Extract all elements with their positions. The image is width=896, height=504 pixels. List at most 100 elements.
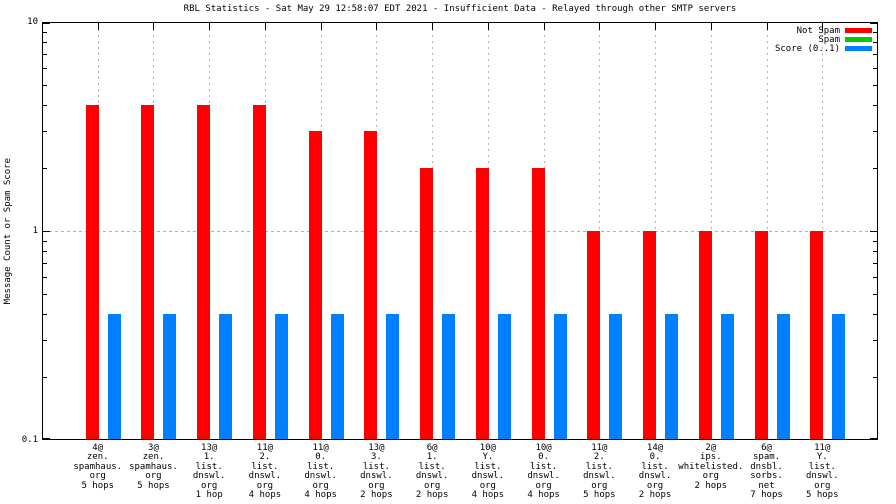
x-tick-label-line: 0. — [649, 452, 661, 463]
bar-score-0-1- — [832, 314, 846, 439]
y-minor-tick-right — [873, 54, 877, 56]
bar-score-0-1- — [442, 314, 456, 439]
x-tick-label: 10@ 0. list. dnswl. org 4 hops — [502, 443, 586, 501]
y-minor-tick-right — [873, 131, 877, 133]
x-tick-label-line: org — [145, 471, 162, 482]
legend-swatch — [845, 37, 872, 42]
x-tick-label-line: list. — [641, 461, 669, 472]
x-tick-label-line: org — [702, 471, 719, 482]
x-tick-label-line: 5 hops — [806, 490, 839, 501]
x-tick-label-line: 1. — [426, 452, 438, 463]
x-tick-label-line: dnswl. — [304, 471, 337, 482]
x-tick-top — [153, 23, 155, 30]
x-tick-label-line: org — [423, 480, 441, 491]
bar-not-spam — [197, 105, 211, 439]
x-tick-label: 11@ Y. list. dnswl. org 5 hops — [780, 443, 864, 501]
x-tick-label-line: 3@ — [148, 443, 159, 453]
y-minor-tick-right — [873, 240, 877, 242]
y-minor-tick-left — [43, 131, 47, 133]
x-tick-label-line: 2 hops — [415, 490, 449, 501]
bar-not-spam — [141, 105, 155, 439]
bar-score-0-1- — [553, 314, 567, 439]
x-tick-label: 13@ 3. list. dnswl. org 2 hops — [334, 443, 418, 501]
bar-not-spam — [308, 131, 322, 439]
y-minor-tick-right — [873, 251, 877, 253]
x-tick-label-line: list. — [530, 461, 558, 472]
x-tick-label-line: 1 hop — [195, 490, 223, 501]
bar-not-spam — [531, 168, 545, 439]
x-tick-label: 13@ 1. list. dnswl. org 1 hop — [167, 443, 251, 501]
x-tick-label-line: 0. — [538, 452, 550, 463]
x-tick-label: 14@ 0. list. dnswl. org 2 hops — [613, 443, 697, 500]
x-tick-top — [264, 23, 266, 30]
bar-score-0-1- — [609, 314, 623, 439]
legend-label: Spam — [818, 35, 840, 45]
x-tick-label-line: org — [89, 471, 106, 482]
y-minor-tick-left — [43, 84, 47, 86]
bar-score-0-1- — [330, 314, 344, 439]
x-tick-label-line: 4 hops — [304, 490, 337, 501]
x-tick-label-line: 2 hops — [360, 490, 393, 501]
y-tick-label: 10 — [27, 17, 38, 27]
bar-score-0-1- — [219, 314, 233, 439]
x-tick-label-line: org — [646, 480, 664, 491]
x-tick-label: 4@ zen. spamhaus. org 5 hops — [56, 443, 140, 491]
x-tick-label-line: dnswl. — [360, 471, 393, 482]
x-tick-label-line: list. — [585, 461, 613, 472]
x-tick-label-line: 2 hops — [694, 480, 728, 491]
x-tick-label-line: spamhaus. — [129, 461, 178, 472]
y-tick-label: 0.1 — [21, 435, 38, 445]
legend-label: Not Spam — [796, 26, 840, 36]
x-tick-label-line: 11@ — [591, 443, 608, 453]
y-major-tick-right — [870, 438, 877, 439]
x-tick-label-line: dnswl. — [583, 471, 616, 482]
x-tick-label: 2@ ips. whitelisted. org 2 hops — [669, 443, 753, 491]
x-tick-label-line: spamhaus. — [73, 461, 123, 472]
x-tick-label-line: 4 hops — [471, 490, 505, 501]
x-tick-label-line: dnswl. — [248, 471, 282, 482]
x-tick-top — [543, 23, 545, 30]
horizontal-gridline-y1 — [43, 231, 877, 232]
y-minor-tick-left — [43, 240, 47, 242]
bar-not-spam — [85, 105, 99, 439]
x-tick-label-line: 5 hops — [81, 480, 114, 491]
x-tick-label-line: 2. — [593, 452, 605, 463]
x-tick-label-line: 2@ — [705, 443, 717, 453]
x-tick-label-line: dnswl. — [471, 471, 505, 482]
y-major-tick-left — [43, 438, 50, 439]
y-minor-tick-right — [873, 263, 877, 265]
x-tick-label-line: 13@ — [368, 443, 385, 453]
y-minor-tick-right — [873, 31, 877, 33]
y-minor-tick-right — [873, 42, 877, 44]
x-tick-label-line: list. — [195, 461, 223, 472]
x-tick-label-line: 13@ — [201, 443, 218, 453]
x-tick-top — [432, 23, 434, 30]
y-minor-tick-left — [43, 68, 47, 70]
x-tick-label-line: 4 hops — [527, 490, 560, 501]
bar-not-spam — [364, 131, 378, 439]
x-tick-label-line: 0. — [315, 452, 327, 463]
x-tick-label-line: dnswl. — [192, 471, 226, 482]
y-minor-tick-left — [43, 54, 47, 56]
x-tick-label-line: 3. — [370, 452, 382, 463]
bar-score-0-1- — [386, 314, 400, 439]
x-tick-label-line: list. — [251, 461, 279, 472]
y-minor-tick-left — [43, 251, 47, 253]
x-tick-top — [97, 23, 99, 30]
x-tick-label-line: org — [312, 480, 329, 491]
y-minor-tick-right — [873, 377, 877, 379]
x-tick-label-line: 10@ — [479, 443, 496, 453]
y-minor-tick-right — [873, 168, 877, 170]
x-tick-label-line: 2. — [259, 452, 271, 463]
x-tick-label-line: 4@ — [92, 443, 104, 453]
legend-swatch — [845, 28, 872, 33]
y-major-tick-right — [870, 23, 877, 24]
y-minor-tick-left — [43, 42, 47, 44]
y-minor-tick-right — [873, 293, 877, 295]
x-tick-label-line: org — [368, 480, 385, 491]
x-tick-top — [655, 23, 657, 30]
x-tick-label-line: dnsbl. — [750, 461, 783, 472]
x-tick-top — [320, 23, 322, 30]
x-tick-label-line: org — [256, 480, 274, 491]
x-tick-label-line: 5 hops — [583, 490, 616, 501]
